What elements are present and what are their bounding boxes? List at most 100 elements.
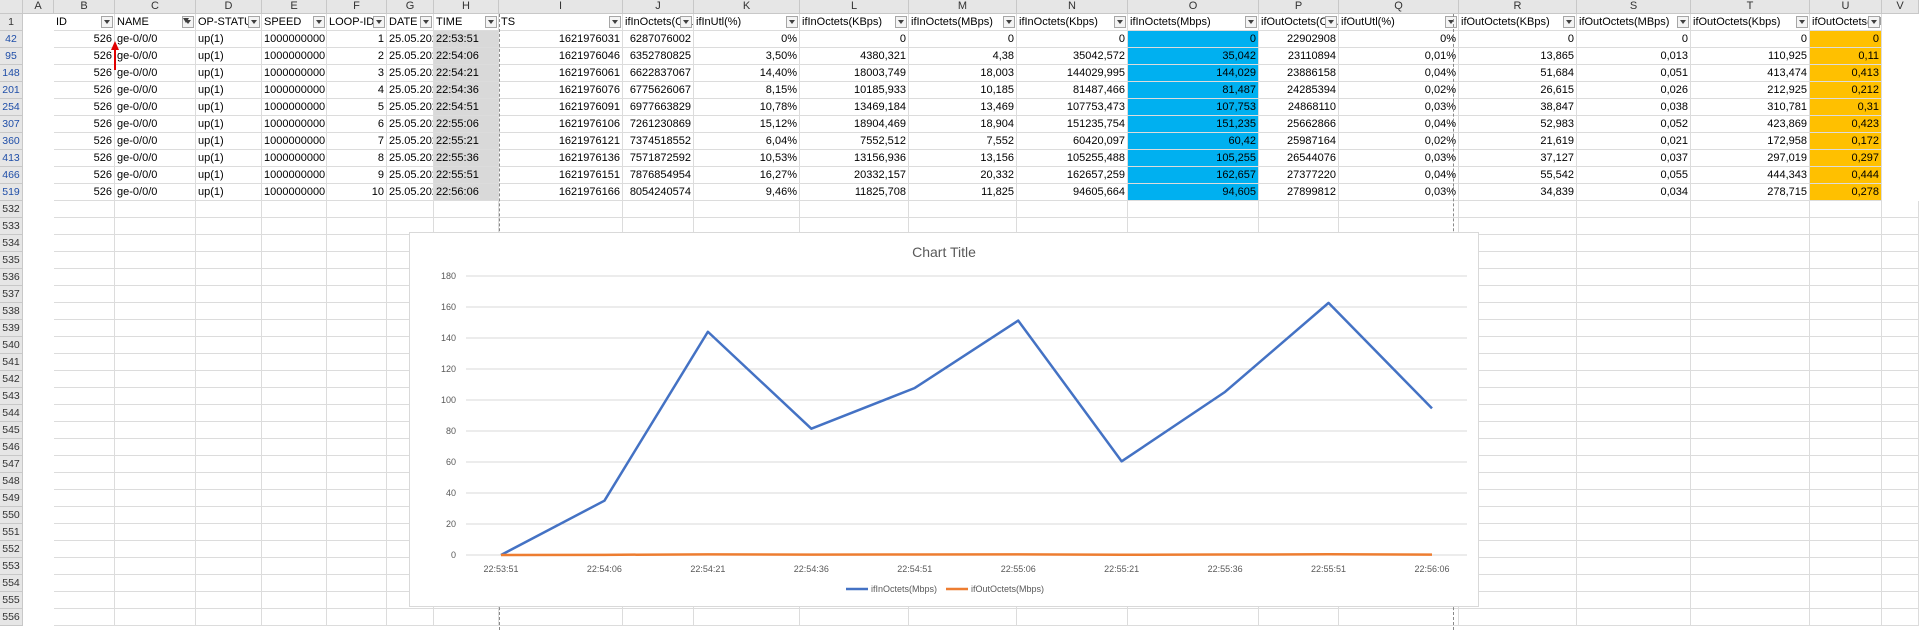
header-cell-ifoututl[interactable]: ifOutUtl(%) [1339, 14, 1459, 31]
table-cell[interactable]: 526 [54, 184, 115, 201]
empty-cell[interactable] [196, 473, 262, 490]
empty-cell[interactable] [1459, 456, 1577, 473]
empty-cell[interactable] [196, 422, 262, 439]
table-cell[interactable]: 6977663829 [623, 99, 694, 116]
table-cell[interactable]: 25.05.2021 [387, 82, 434, 99]
row-header-556[interactable]: 556 [0, 609, 23, 626]
empty-cell[interactable] [1577, 218, 1691, 235]
empty-cell[interactable] [54, 405, 115, 422]
table-cell[interactable]: 24868110 [1259, 99, 1339, 116]
empty-cell[interactable] [1459, 388, 1577, 405]
empty-cell[interactable] [262, 405, 327, 422]
table-cell[interactable]: 15,12% [694, 116, 800, 133]
empty-cell[interactable] [262, 541, 327, 558]
table-cell[interactable]: 1621976076 [499, 82, 623, 99]
empty-cell[interactable] [499, 201, 623, 218]
empty-cell[interactable] [499, 609, 623, 626]
empty-cell[interactable] [1810, 524, 1882, 541]
header-cell-ifoutoctets-counter[interactable]: ifOutOctets(Counter) [1259, 14, 1339, 31]
empty-cell[interactable] [54, 473, 115, 490]
header-cell-ifoutoctets-mbps[interactable]: ifOutOctets(Mbps) [1810, 14, 1882, 31]
table-cell[interactable]: 1621976166 [499, 184, 623, 201]
table-cell[interactable]: 18,904 [909, 116, 1017, 133]
table-cell[interactable]: 13,865 [1459, 48, 1577, 65]
empty-cell[interactable] [1810, 337, 1882, 354]
empty-cell[interactable] [1577, 337, 1691, 354]
empty-cell[interactable] [1691, 252, 1810, 269]
filter-dropdown-icon[interactable] [101, 16, 113, 28]
table-cell[interactable]: 1000000000 [262, 150, 327, 167]
table-cell[interactable]: 38,847 [1459, 99, 1577, 116]
table-cell[interactable]: 26544076 [1259, 150, 1339, 167]
empty-cell[interactable] [387, 609, 434, 626]
table-cell[interactable]: 25.05.2021 [387, 184, 434, 201]
table-cell[interactable]: 413,474 [1691, 65, 1810, 82]
table-cell[interactable]: 1621976136 [499, 150, 623, 167]
table-cell[interactable]: 107,753 [1128, 99, 1259, 116]
table-cell[interactable]: 0,03% [1339, 184, 1459, 201]
empty-cell[interactable] [115, 269, 196, 286]
empty-cell[interactable] [196, 507, 262, 524]
table-cell[interactable]: 3 [327, 65, 387, 82]
table-cell[interactable]: 81487,466 [1017, 82, 1128, 99]
empty-cell[interactable] [1577, 439, 1691, 456]
empty-cell[interactable] [1810, 405, 1882, 422]
empty-cell[interactable] [1577, 303, 1691, 320]
empty-cell[interactable] [1459, 235, 1577, 252]
table-cell[interactable]: 0% [694, 31, 800, 48]
header-cell-date[interactable]: DATE [387, 14, 434, 31]
line-chart[interactable]: Chart Title 0 20 40 60 80 100 120 140 160 180 22:5… [409, 232, 1479, 607]
column-header-p[interactable]: P [1259, 0, 1339, 14]
empty-cell[interactable] [1691, 405, 1810, 422]
column-header-c[interactable]: C [115, 0, 196, 14]
empty-cell[interactable] [1691, 575, 1810, 592]
table-cell[interactable]: 0,212 [1810, 82, 1882, 99]
empty-cell[interactable] [115, 524, 196, 541]
table-cell[interactable]: 25.05.2021 [387, 150, 434, 167]
empty-cell[interactable] [800, 201, 909, 218]
row-header-95[interactable]: 95 [0, 48, 23, 65]
empty-cell[interactable] [327, 371, 387, 388]
empty-cell[interactable] [196, 235, 262, 252]
table-cell[interactable]: ge-0/0/0 [115, 133, 196, 150]
empty-cell[interactable] [327, 422, 387, 439]
empty-cell[interactable] [196, 388, 262, 405]
empty-cell[interactable] [115, 235, 196, 252]
empty-cell[interactable] [1882, 524, 1919, 541]
empty-cell[interactable] [1810, 269, 1882, 286]
table-cell[interactable]: 1000000000 [262, 116, 327, 133]
empty-cell[interactable] [1882, 388, 1919, 405]
empty-cell[interactable] [1459, 269, 1577, 286]
row-header-1[interactable]: 1 [0, 14, 23, 31]
table-cell[interactable]: 35042,572 [1017, 48, 1128, 65]
header-cell-ifoutoctets-mbps[interactable]: ifOutOctets(MBps) [1577, 14, 1691, 31]
table-cell[interactable]: up(1) [196, 116, 262, 133]
filter-dropdown-icon[interactable] [609, 16, 621, 28]
table-cell[interactable]: 1621976031 [499, 31, 623, 48]
empty-cell[interactable] [262, 252, 327, 269]
table-cell[interactable]: 52,983 [1459, 116, 1577, 133]
empty-cell[interactable] [196, 524, 262, 541]
filter-dropdown-icon[interactable] [1325, 16, 1337, 28]
empty-cell[interactable] [196, 609, 262, 626]
empty-cell[interactable] [1339, 201, 1459, 218]
table-cell[interactable]: 10,78% [694, 99, 800, 116]
empty-cell[interactable] [54, 524, 115, 541]
empty-cell[interactable] [115, 558, 196, 575]
table-cell[interactable]: 1000000000 [262, 167, 327, 184]
empty-cell[interactable] [1882, 456, 1919, 473]
empty-cell[interactable] [800, 609, 909, 626]
row-header-360[interactable]: 360 [0, 133, 23, 150]
empty-cell[interactable] [196, 371, 262, 388]
table-cell[interactable]: 60420,097 [1017, 133, 1128, 150]
table-cell[interactable]: 24285394 [1259, 82, 1339, 99]
empty-cell[interactable] [327, 235, 387, 252]
empty-cell[interactable] [1459, 286, 1577, 303]
table-cell[interactable]: 0,021 [1577, 133, 1691, 150]
empty-cell[interactable] [1459, 507, 1577, 524]
empty-cell[interactable] [1691, 201, 1810, 218]
row-header-540[interactable]: 540 [0, 337, 23, 354]
empty-cell[interactable] [1577, 201, 1691, 218]
empty-cell[interactable] [1691, 337, 1810, 354]
column-header-v[interactable]: V [1882, 0, 1919, 14]
